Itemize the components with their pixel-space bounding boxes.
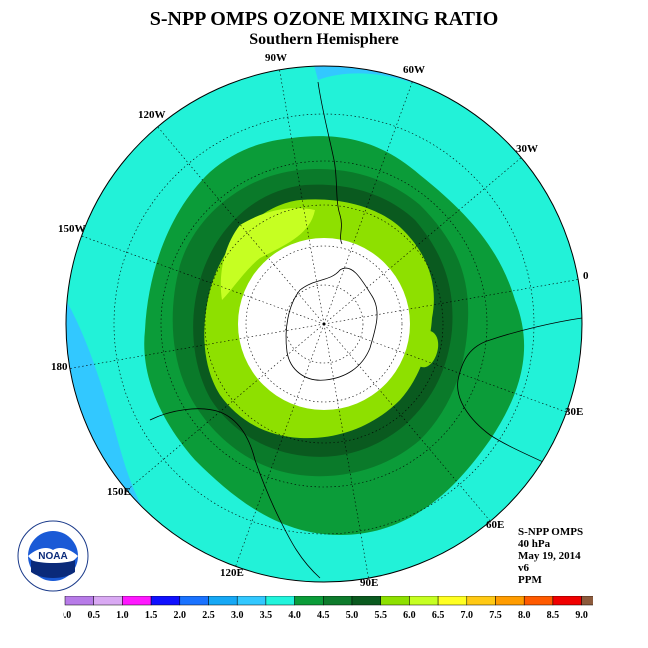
colorbar-tick-label: 7.0 [461, 610, 474, 621]
colorbar-swatch [409, 596, 439, 606]
colorbar-tick-label: 0.0 [63, 610, 71, 621]
colorbar-tick-label: 8.0 [518, 610, 531, 621]
colorbar-swatch [581, 596, 593, 606]
colorbar-swatch [208, 596, 238, 606]
colorbar-tick-label: 1.0 [116, 610, 128, 621]
lon-label-30w: 30W [516, 143, 538, 155]
colorbar-swatch [64, 596, 94, 606]
colorbar-swatch [552, 596, 582, 606]
colorbar-swatch [495, 596, 525, 606]
coastline-africa [457, 317, 582, 471]
colorbar-tick-label: 2.0 [174, 610, 187, 621]
colorbar-swatch [122, 596, 152, 606]
colorbar-swatch [236, 596, 267, 606]
colorbar-tick-label: 6.0 [403, 610, 416, 621]
info-date: May 19, 2014 [518, 550, 581, 562]
lon-label-90e: 90E [360, 577, 378, 589]
lon-label-180: 180 [51, 361, 68, 373]
colorbar-tick-label: 5.5 [374, 610, 387, 621]
coastline-antarctica [285, 267, 378, 381]
info-level: 40 hPa [518, 538, 551, 550]
colorbar-swatch [466, 596, 496, 606]
colorbar-tick-label: 3.0 [231, 610, 244, 621]
lon-label-90w: 90W [265, 52, 287, 64]
colorbar: 0.0 0.5 1.0 1.5 2.0 2.5 3.0 3.5 4.0 4.5 5.0 5.5 6.0 6… [63, 596, 593, 621]
lon-label-120e: 120E [220, 567, 244, 579]
contour-yellow-green-patch [414, 330, 439, 368]
colorbar-tick-label: 4.0 [288, 610, 301, 621]
colorbar-swatch [93, 596, 123, 606]
colorbar-swatch [351, 596, 381, 606]
colorbar-tick-label: 5.0 [346, 610, 359, 621]
info-version: v6 [518, 562, 529, 574]
colorbar-tick-label: 4.5 [317, 610, 330, 621]
south-pole-marker [322, 322, 326, 326]
graticule-meridians [66, 66, 582, 582]
coastline-south-america [317, 81, 343, 245]
lon-label-120w: 120W [138, 109, 166, 121]
coastline-australia [149, 408, 321, 579]
noaa-logo: NOAA [17, 520, 89, 592]
colorbar-tick-label: 7.5 [489, 610, 502, 621]
graticule-latitude-circles [113, 113, 535, 535]
colorbar-tick-label: 0.5 [87, 610, 100, 621]
colorbar-tick-label: 2.5 [202, 610, 215, 621]
colorbar-swatch [437, 596, 468, 606]
lon-label-30e: 30E [565, 406, 583, 418]
lon-label-150w: 150W [58, 223, 86, 235]
info-instrument: S-NPP OMPS [518, 526, 584, 538]
map-title: S-NPP OMPS OZONE MIXING RATIO [149, 8, 499, 30]
contour-bright-yellow [220, 208, 315, 300]
lon-label-60w: 60W [403, 64, 425, 76]
colorbar-tick-label: 8.5 [547, 610, 560, 621]
svg-text:NOAA: NOAA [38, 551, 67, 562]
lon-label-0: 0 [583, 270, 589, 282]
map-subtitle: Southern Hemisphere [249, 31, 399, 48]
colorbar-swatch [323, 596, 353, 606]
colorbar-tick-label: 6.5 [432, 610, 445, 621]
map-boundary [65, 65, 583, 583]
colorbar-tick-label: 1.5 [145, 610, 158, 621]
colorbar-swatch [265, 596, 295, 606]
colorbar-swatch [523, 596, 554, 606]
colorbar-swatch [150, 596, 181, 606]
lon-label-150e: 150E [107, 486, 131, 498]
colorbar-tick-label: 9.0 [575, 610, 588, 621]
colorbar-tick-label: 3.5 [260, 610, 273, 621]
lon-label-60e: 60E [486, 519, 504, 531]
colorbar-swatch [380, 596, 410, 606]
colorbar-swatch [294, 596, 324, 606]
colorbar-swatch [179, 596, 209, 606]
info-units: PPM [518, 574, 542, 586]
product-info: S-NPP OMPS 40 hPa May 19, 2014 v6 PPM [518, 526, 583, 586]
